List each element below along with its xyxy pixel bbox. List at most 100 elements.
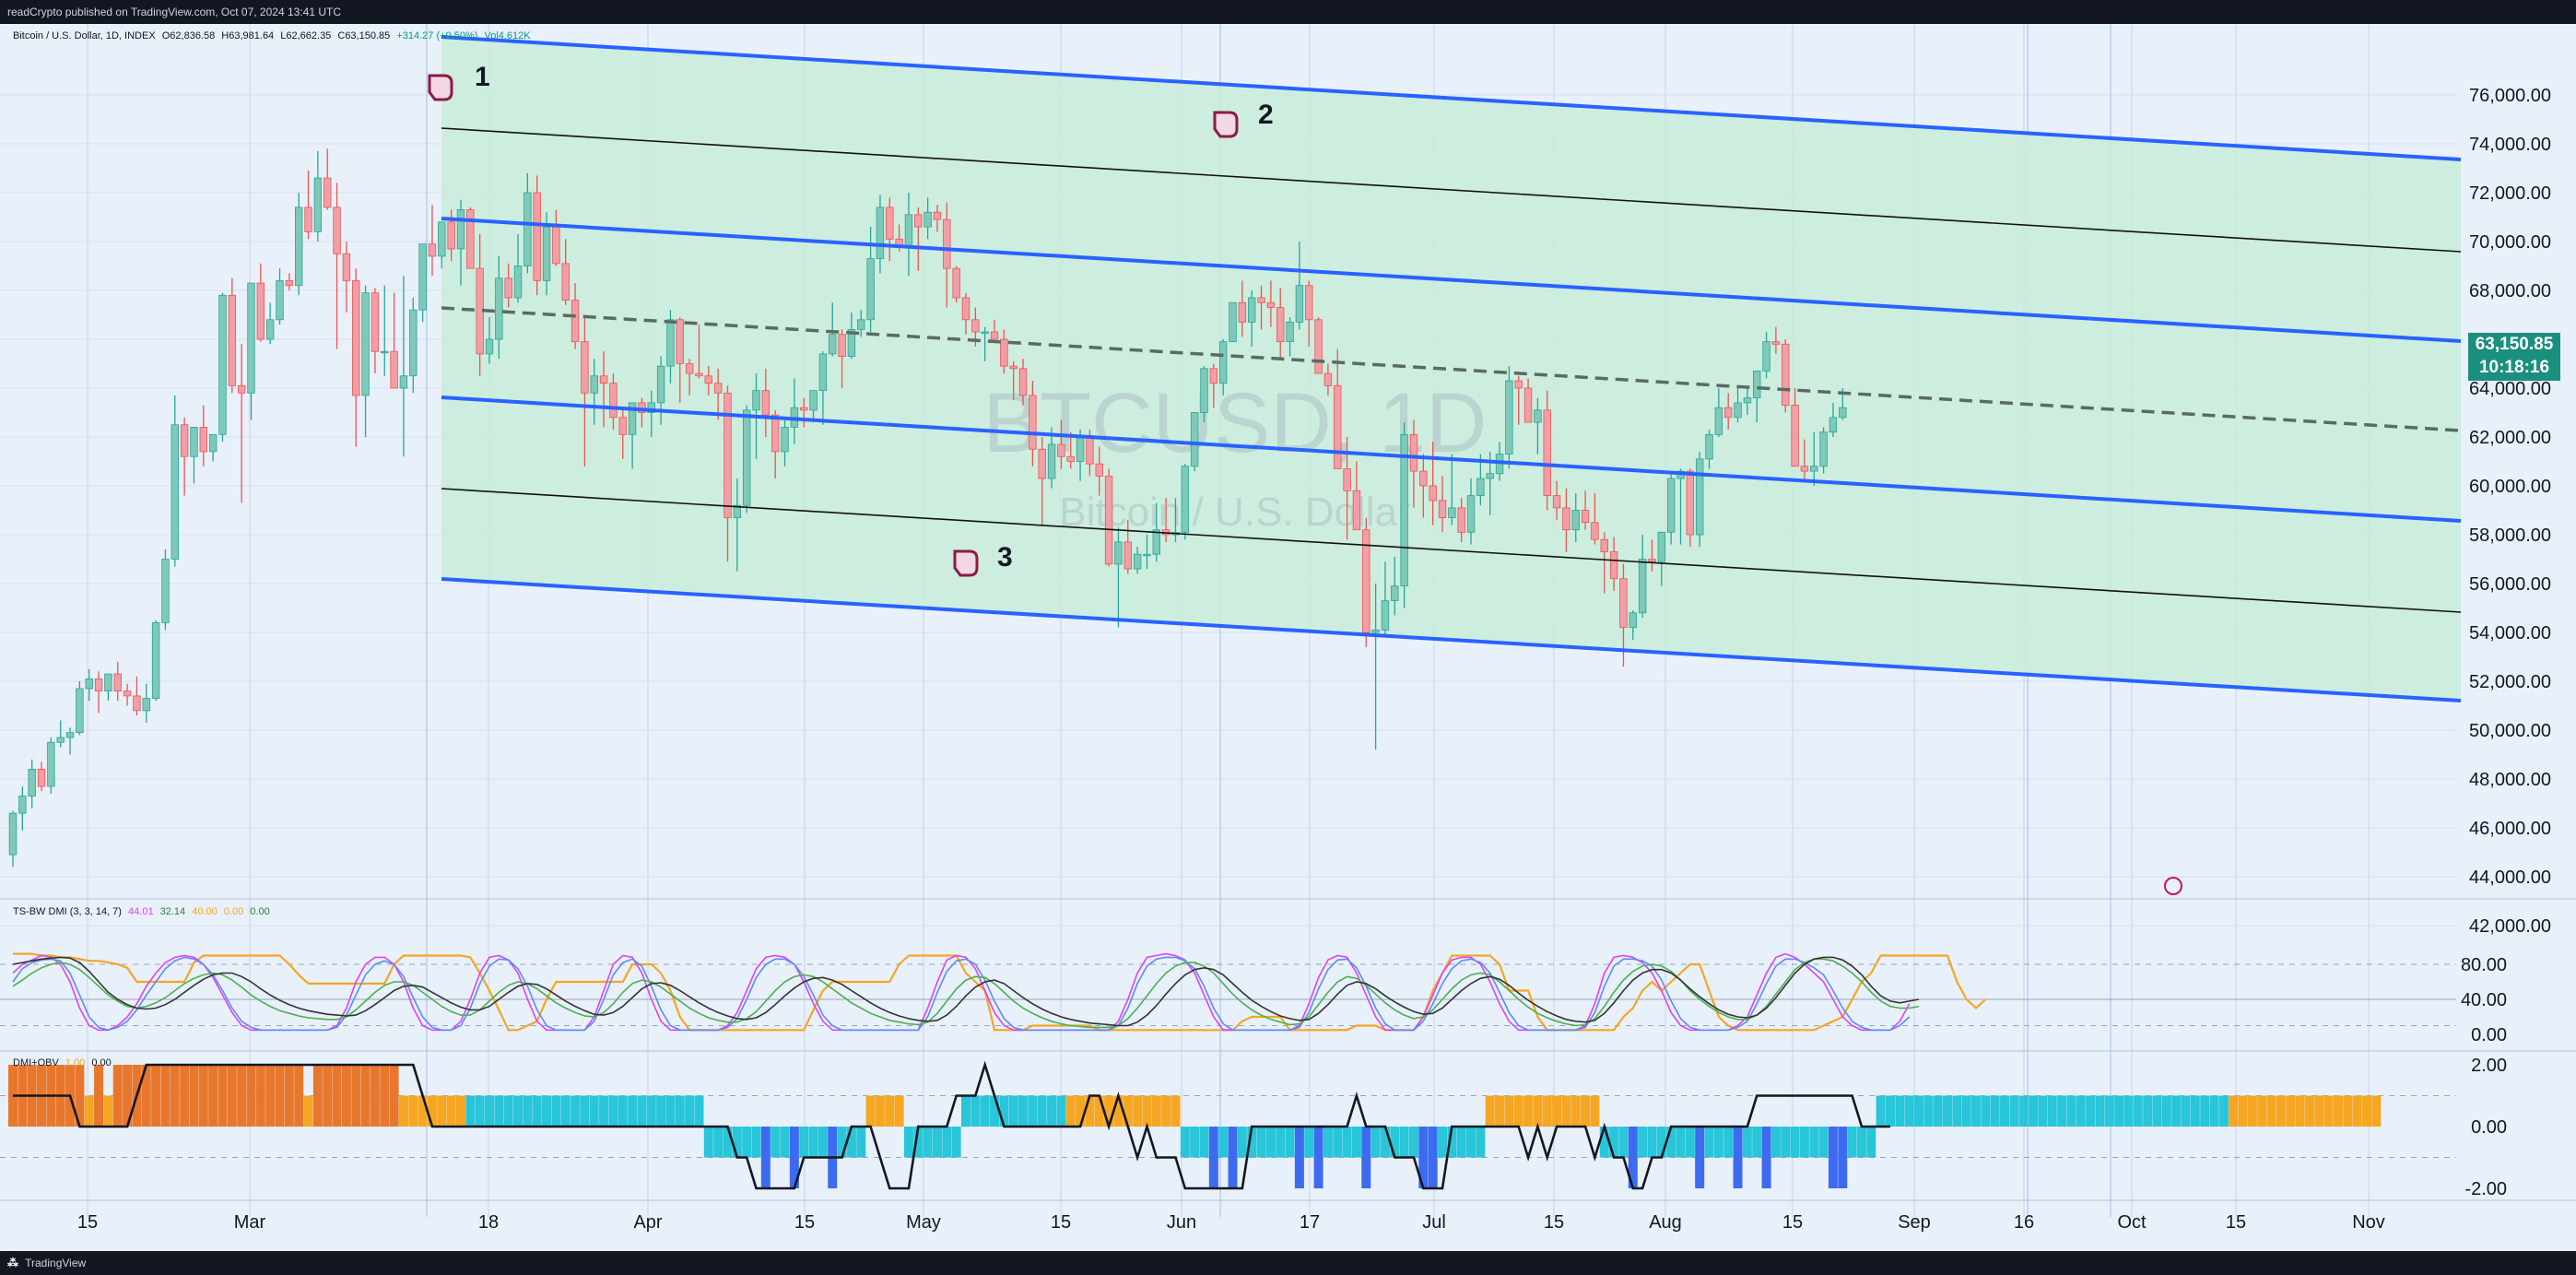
candle-body	[65, 732, 75, 738]
time-axis-label: 17	[1300, 1212, 1320, 1233]
obv-bar	[151, 1065, 161, 1127]
channel-line	[441, 217, 2462, 343]
obv-bar	[2066, 1095, 2076, 1127]
obv-bar	[1256, 1127, 1266, 1158]
candle-body	[1343, 468, 1351, 491]
candle-body	[1581, 510, 1590, 524]
obv-bar	[551, 1095, 561, 1127]
chart-canvas[interactable]: BTCUSD, 1D Bitcoin / U.S. Dollar 123 76,…	[0, 24, 2576, 1251]
obv-bar	[913, 1127, 923, 1158]
obv-bar	[2304, 1095, 2314, 1127]
candle-body	[228, 294, 237, 386]
candle-body	[1238, 301, 1247, 323]
obv-bar	[1466, 1127, 1476, 1158]
time-axis-label: Jun	[1167, 1212, 1196, 1233]
candle-body	[1095, 463, 1103, 477]
obv-bar	[1076, 1095, 1086, 1127]
obv-bar	[961, 1095, 970, 1127]
annotations: 1 2 3	[428, 62, 1274, 577]
watermark-name: Bitcoin / U.S. Dollar	[1059, 490, 1410, 535]
candle-body	[28, 769, 36, 797]
channel-line	[441, 35, 2462, 161]
obv-bar	[208, 1065, 218, 1127]
candle-body	[704, 375, 713, 384]
obv-bar	[380, 1065, 390, 1127]
pointing-hand-icon	[428, 74, 453, 101]
obv-bar	[1161, 1095, 1171, 1127]
obv-bar	[1294, 1127, 1304, 1188]
obv-bar	[312, 1065, 323, 1127]
obv-bar	[237, 1065, 247, 1127]
candle-body	[542, 226, 551, 281]
obv-bar	[1104, 1095, 1114, 1127]
obv-bar	[446, 1095, 456, 1127]
obv-bar	[1723, 1127, 1734, 1158]
obv-bar	[2286, 1095, 2296, 1127]
obv-bar	[294, 1065, 304, 1127]
candle-body	[504, 277, 512, 299]
pointing-hand-icon	[953, 549, 979, 577]
obv-bar	[475, 1095, 485, 1127]
obv-bar	[951, 1127, 961, 1158]
dmi-v3: 40.00	[192, 906, 218, 917]
obv-bar	[560, 1095, 570, 1127]
candle-body	[933, 211, 942, 220]
candle-body	[409, 309, 418, 377]
main-legend: Bitcoin / U.S. Dollar, 1D, INDEX O62,836…	[13, 30, 535, 41]
price-axis-label: 52,000.00	[2469, 672, 2551, 692]
obv-bar	[123, 1065, 133, 1127]
obv-bar	[1133, 1095, 1143, 1127]
obv-bar	[246, 1065, 256, 1127]
candle-body	[218, 294, 227, 435]
footer-brand: TradingView	[25, 1257, 87, 1269]
annotation-number: 1	[475, 62, 490, 92]
obv-bar	[180, 1065, 190, 1127]
price-axis-label: 72,000.00	[2469, 183, 2551, 204]
candle-body	[1295, 285, 1304, 323]
legend-low: L62,662.35	[280, 30, 332, 41]
obv-bar	[1628, 1127, 1638, 1188]
candle-body	[1076, 436, 1085, 462]
obv-bar	[1895, 1095, 1905, 1127]
obv-bar	[1495, 1095, 1505, 1127]
obv-bar	[2076, 1095, 2086, 1127]
candle-body	[237, 384, 246, 394]
candle-body	[1619, 578, 1628, 629]
obv-bar	[1838, 1127, 1848, 1188]
obv-bar	[1752, 1127, 1762, 1158]
obv-bar	[1476, 1127, 1486, 1158]
obv-bar	[980, 1095, 990, 1127]
obv-bar	[218, 1065, 228, 1127]
candle-body	[1257, 297, 1265, 303]
dmi-legend: TS-BW DMI (3, 3, 14, 7) 44.01 32.14 40.0…	[13, 906, 274, 917]
dmi-v1: 44.01	[128, 906, 154, 917]
candle-body	[1543, 409, 1551, 497]
candle-body	[599, 375, 608, 384]
obv-bar	[1695, 1127, 1705, 1188]
candle-body	[352, 279, 360, 396]
obv-bar	[2171, 1095, 2182, 1127]
obv-pane: 2.00 0.00 -2.00	[0, 1050, 2576, 1199]
candle-body	[1381, 600, 1390, 631]
obv-bar	[2295, 1095, 2305, 1127]
channel-line	[441, 488, 2462, 613]
candle-body	[1638, 559, 1647, 614]
candle-body	[1029, 395, 1037, 450]
obv-bar	[665, 1095, 676, 1127]
obv-bar	[1056, 1095, 1066, 1127]
obv-bar	[1408, 1127, 1418, 1158]
candle-body	[1552, 495, 1561, 509]
candle-body	[1771, 341, 1781, 345]
obv-bar	[1609, 1127, 1619, 1158]
obv-bar	[1438, 1127, 1447, 1158]
obv-bar	[1180, 1127, 1190, 1158]
obv-bar	[2190, 1095, 2200, 1127]
obv-bar	[1504, 1095, 1514, 1127]
time-axis-label: 15	[77, 1212, 98, 1233]
price-axis-label: 76,000.00	[2469, 86, 2551, 106]
obv-bar	[303, 1095, 313, 1127]
obv-bar	[2371, 1095, 2382, 1127]
candle-body	[838, 334, 846, 357]
dmi-v4: 0.00	[223, 906, 244, 917]
obv-bar	[1380, 1127, 1390, 1158]
